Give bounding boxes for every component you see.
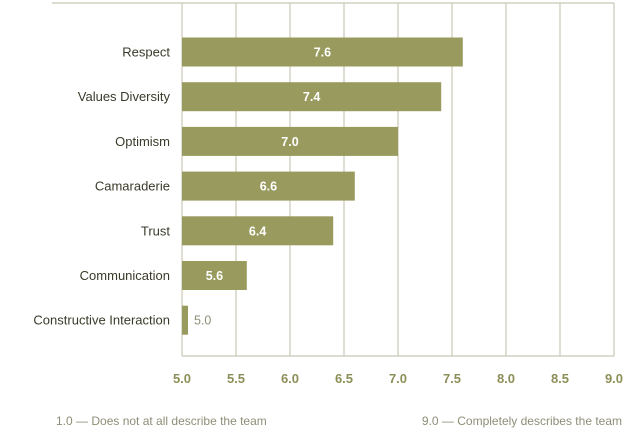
data-label: 7.4 [303,90,320,104]
data-label: 6.4 [249,224,266,238]
bar-communication [182,261,247,290]
x-tick-label: 6.5 [335,371,353,386]
data-label: 7.0 [281,135,298,149]
category-label: Trust [141,223,171,238]
bar-constructive-interaction [182,305,188,335]
bar-camaraderie [182,171,355,201]
category-label: Communication [80,268,170,283]
bar-optimism [182,126,398,156]
bar-respect [182,37,463,67]
data-label: 5.0 [194,314,211,328]
category-label: Respect [122,45,170,60]
bar-values-diversity [182,82,442,112]
data-label: 7.6 [314,46,331,60]
x-tick-label: 5.5 [227,371,245,386]
category-label: Constructive Interaction [33,313,170,328]
category-label: Camaraderie [95,179,170,194]
x-tick-label: 8.5 [551,371,569,386]
x-tick-label: 7.0 [389,371,407,386]
data-label: 6.6 [260,180,277,194]
x-tick-label: 9.0 [605,371,623,386]
x-tick-label: 7.5 [443,371,461,386]
category-label: Values Diversity [78,89,171,104]
x-tick-label: 6.0 [281,371,299,386]
x-tick-label: 8.0 [497,371,515,386]
x-tick-label: 5.0 [173,371,191,386]
bar-trust [182,216,334,246]
category-label: Optimism [115,134,170,149]
data-label: 5.6 [206,269,223,283]
